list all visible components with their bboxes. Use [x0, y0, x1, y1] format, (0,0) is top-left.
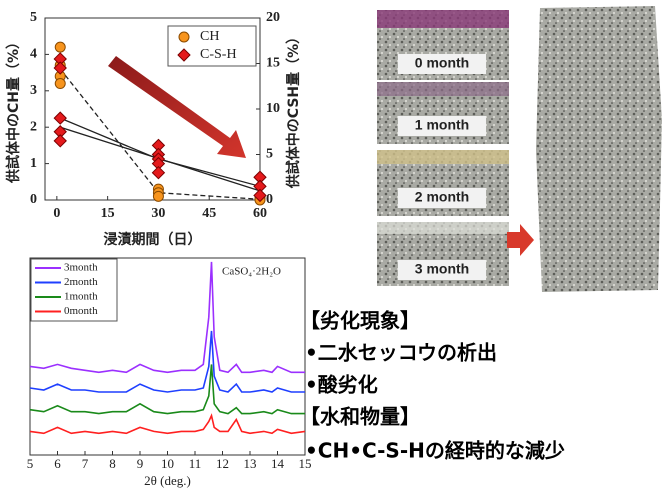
x-tick-label: 7 — [82, 456, 89, 471]
y-tick-label: 2 — [30, 119, 37, 134]
peak-annotation: CaSO₄·2H₂O — [222, 266, 281, 278]
photo-top — [377, 150, 509, 164]
legend-label: 2month — [64, 276, 98, 288]
note-line: •二水セッコウの析出 — [305, 341, 497, 365]
x-axis-label: 2θ (deg.) — [144, 473, 191, 488]
legend-marker — [179, 32, 189, 42]
diamond-marker — [54, 112, 66, 124]
x-tick-label: 14 — [271, 456, 285, 471]
note-heading: 【劣化現象】 — [300, 309, 420, 333]
y2-axis-label: 供試体中のCSH量（%） — [285, 30, 302, 189]
xrd-line — [30, 331, 305, 392]
x-tick-label: 13 — [244, 456, 257, 471]
photo-top — [377, 10, 509, 28]
note-line: •CH•C-S-Hの経時的な減少 — [305, 439, 565, 463]
y-tick-label: 4 — [30, 47, 37, 62]
photo-label: 3 month — [415, 261, 469, 277]
photo-top — [377, 222, 509, 234]
x-tick-label: 12 — [216, 456, 229, 471]
y-tick-label: 0 — [30, 192, 37, 207]
y2-tick-label: 0 — [266, 192, 273, 207]
circle-marker — [55, 42, 65, 52]
legend-label: C-S-H — [200, 47, 237, 62]
page: 0 month 1 month 2 month 3 month 【劣化現象】 •… — [0, 0, 670, 491]
x-tick-label: 8 — [109, 456, 116, 471]
y-tick-label: 5 — [30, 10, 37, 25]
photo-label: 0 month — [415, 55, 469, 71]
photo-arrow — [507, 224, 534, 256]
legend-label: 3month — [64, 262, 98, 274]
y2-tick-label: 20 — [266, 10, 280, 25]
x-tick-label: 45 — [202, 206, 216, 221]
x-tick-label: 30 — [151, 206, 165, 221]
photo-label: 2 month — [415, 189, 469, 205]
specimen-photo — [536, 6, 662, 292]
diamond-marker — [152, 167, 164, 179]
x-tick-label: 5 — [27, 456, 34, 471]
circle-marker — [55, 79, 65, 89]
legend-label: 0month — [64, 305, 98, 317]
note-heading: 【水和物量】 — [300, 405, 420, 429]
x-axis-label: 浸漬期間（日） — [104, 231, 202, 248]
x-tick-label: 9 — [137, 456, 144, 471]
y2-tick-label: 5 — [266, 147, 273, 162]
notes: 【劣化現象】 •二水セッコウの析出 •酸劣化 【水和物量】 •CH•C-S-Hの… — [300, 309, 565, 463]
y-axis-label: 供試体中のCH量（%） — [5, 35, 22, 184]
legend-label: 1month — [64, 291, 98, 303]
photo-top — [377, 82, 509, 96]
x-tick-label: 0 — [53, 206, 60, 221]
y2-tick-label: 10 — [266, 101, 280, 116]
note-line: •酸劣化 — [305, 373, 378, 397]
x-tick-label: 60 — [253, 206, 267, 221]
y-tick-label: 3 — [30, 83, 37, 98]
x-tick-label: 11 — [189, 456, 202, 471]
x-tick-label: 10 — [161, 456, 174, 471]
x-tick-label: 15 — [299, 456, 312, 471]
y2-tick-label: 15 — [266, 56, 280, 71]
x-tick-label: 6 — [54, 456, 61, 471]
photo-label: 1 month — [415, 117, 469, 133]
xrd-line — [30, 416, 305, 434]
legend-label: CH — [200, 29, 219, 44]
y-tick-label: 1 — [30, 156, 37, 171]
diamond-marker — [54, 135, 66, 147]
photo-column: 0 month 1 month 2 month 3 month — [377, 10, 509, 286]
trend-arrow — [108, 56, 246, 158]
circle-marker — [153, 191, 163, 201]
x-tick-label: 15 — [101, 206, 115, 221]
